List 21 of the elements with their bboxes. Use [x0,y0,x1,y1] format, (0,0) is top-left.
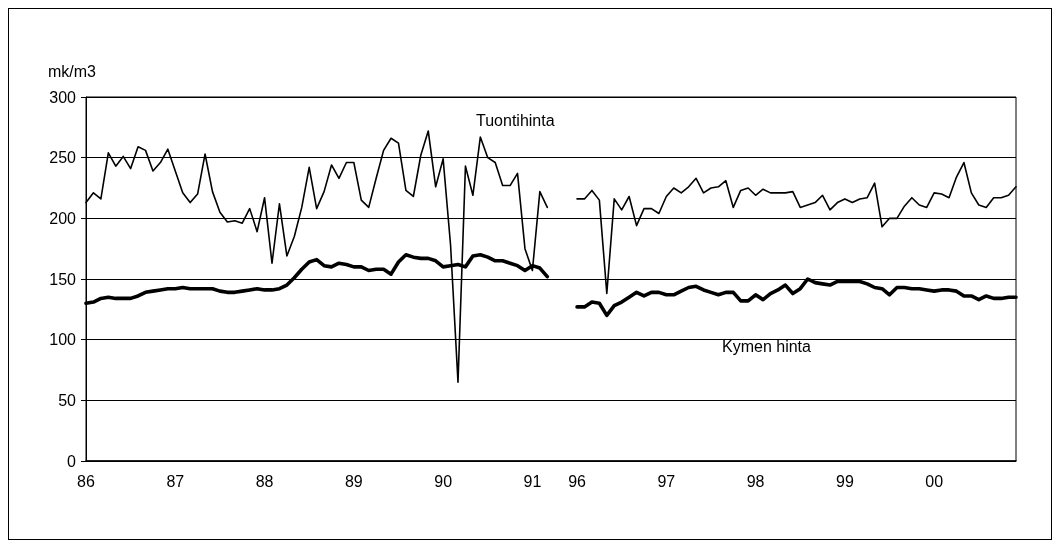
x-tick-label: 96 [568,472,587,490]
y-tick-label: 50 [58,391,77,409]
x-tick-label: 91 [523,472,542,490]
y-tick-label: 250 [49,149,77,167]
x-tick-label: 00 [925,472,944,490]
x-tick-label: 97 [657,472,676,490]
x-tick-label: 98 [746,472,765,490]
y-tick-label: 100 [49,331,77,349]
x-tick-label: 99 [835,472,854,490]
text: Kymen hinta [722,337,812,355]
y-tick-label: 200 [49,209,77,227]
y-axis-title: mk/m3 [48,62,97,80]
x-tick-label: 89 [344,472,363,490]
y-tick-label: 150 [49,270,77,288]
x-tick-label: 87 [166,472,185,490]
x-tick-label: 86 [77,472,95,490]
x-tick-label: 88 [255,472,274,490]
x-tick-label: 90 [434,472,453,490]
y-tick-label: 300 [49,88,77,106]
series-label: Tuontihinta [476,111,555,129]
y-tick-label: 0 [67,452,77,470]
